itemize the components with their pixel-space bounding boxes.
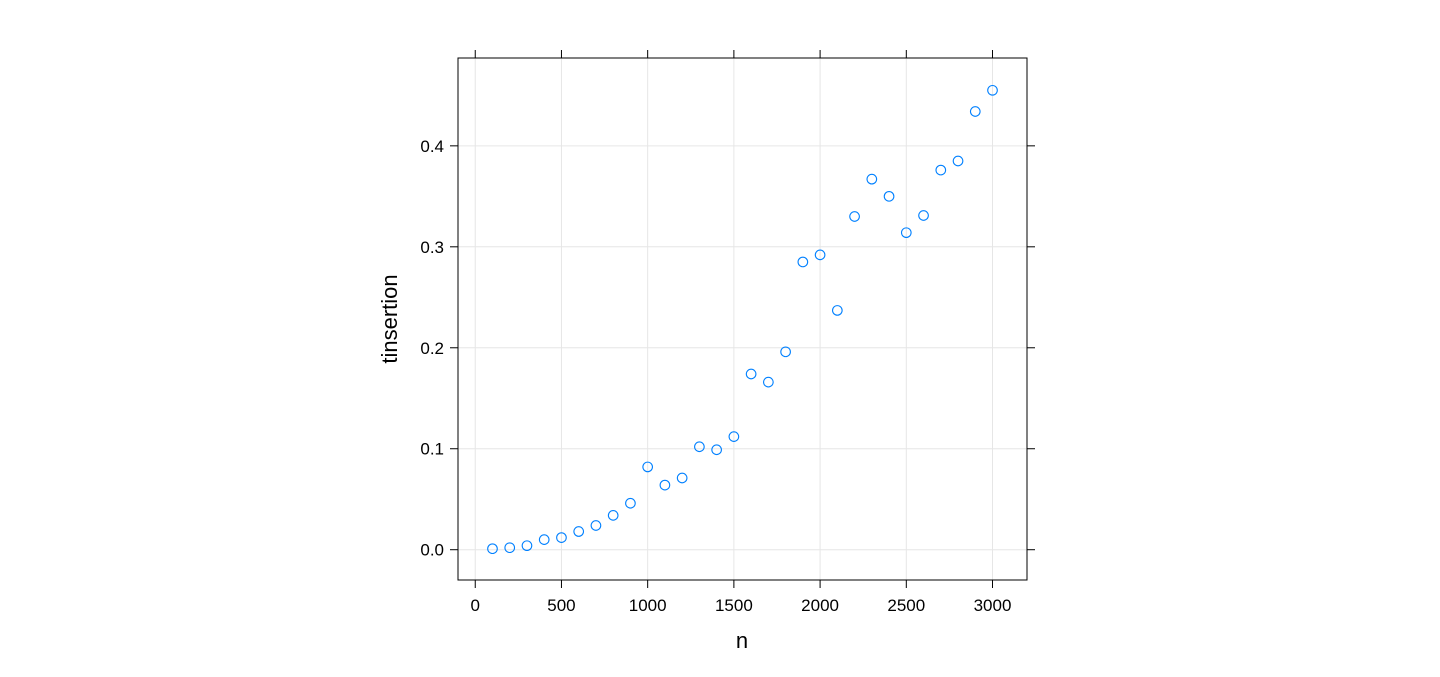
- data-point: [487, 543, 498, 555]
- data-point: [849, 211, 860, 222]
- data-point: [987, 84, 998, 96]
- axis-ticks: 0 500 1000 1500 2000 2500 3000 0.0 0.1 0.2 0.3 0.4: [420, 50, 1035, 615]
- y-tick-label: 0.1: [420, 440, 444, 459]
- data-point: [780, 346, 791, 358]
- data-point: [918, 210, 929, 221]
- data-point: [504, 542, 516, 554]
- data-point: [900, 227, 912, 239]
- x-tick-label: 3000: [974, 596, 1012, 615]
- x-tick-label: 2500: [887, 596, 925, 615]
- y-tick-label: 0.4: [420, 137, 444, 156]
- data-point: [659, 479, 671, 491]
- grid: [458, 58, 1027, 580]
- y-axis-label: tinsertion: [377, 274, 402, 363]
- data-points: [487, 84, 998, 555]
- plot-panel: [457, 57, 1028, 581]
- data-point: [625, 497, 636, 509]
- x-axis-label: n: [736, 628, 748, 653]
- data-point: [745, 368, 757, 380]
- data-point: [935, 164, 947, 176]
- data-point: [883, 190, 895, 202]
- data-point: [642, 461, 654, 473]
- data-point: [607, 510, 619, 521]
- data-point: [814, 249, 826, 261]
- x-tick-label: 2000: [801, 596, 839, 615]
- data-point: [831, 305, 843, 316]
- data-point: [952, 155, 964, 167]
- data-point: [797, 256, 809, 268]
- data-point: [728, 431, 740, 442]
- data-point: [969, 106, 981, 117]
- data-point: [556, 532, 567, 543]
- data-point: [573, 526, 585, 537]
- y-tick-label: 0.0: [420, 541, 444, 560]
- x-tick-label: 1000: [629, 596, 667, 615]
- y-tick-label: 0.3: [420, 238, 444, 257]
- data-point: [763, 376, 774, 388]
- data-point: [590, 520, 602, 531]
- x-tick-label: 1500: [715, 596, 753, 615]
- data-point: [711, 444, 722, 456]
- x-tick-label: 500: [547, 596, 575, 615]
- x-tick-label: 0: [471, 596, 480, 615]
- data-point: [694, 441, 705, 453]
- data-point: [866, 173, 878, 185]
- data-point: [521, 540, 533, 552]
- data-point: [538, 534, 550, 545]
- y-tick-label: 0.2: [420, 339, 444, 358]
- data-point: [676, 472, 688, 484]
